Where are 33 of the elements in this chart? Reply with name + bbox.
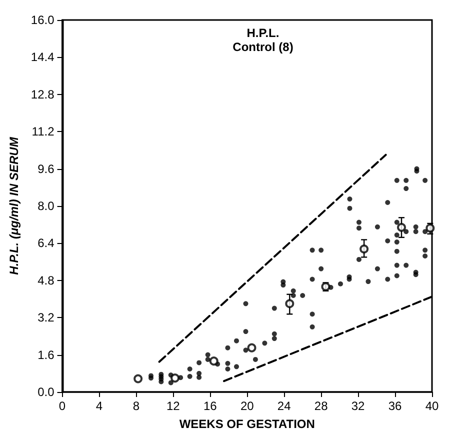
- x-tick-label: 40: [425, 399, 439, 413]
- y-axis-title: H.P.L. (μg/ml) IN SERUM: [7, 136, 21, 275]
- x-tick-label: 32: [351, 399, 366, 413]
- y-tick-label: 11.2: [32, 124, 55, 139]
- y-tick-label: 14.4: [30, 50, 55, 64]
- x-tick-label: 24: [277, 399, 292, 413]
- x-tick-label: 12: [166, 399, 180, 413]
- text: H.P.L.: [246, 26, 280, 40]
- y-tick-label: 6.4: [38, 236, 55, 250]
- y-tick-label: 0.0: [38, 385, 55, 399]
- y-tick-label: 4.8: [38, 273, 55, 288]
- x-tick-label: 0: [58, 399, 66, 413]
- y-tick-label: 3.2: [38, 310, 55, 325]
- y-tick-label: 1.6: [38, 348, 55, 362]
- y-tick-label: 12.8: [30, 87, 55, 102]
- x-tick-label: 4: [96, 399, 103, 413]
- y-tick-label: 8.0: [38, 199, 55, 213]
- x-tick-label: 16: [203, 399, 218, 413]
- point: [134, 374, 143, 384]
- y-tick-label: 16.0: [30, 13, 55, 27]
- x-tick-label: 36: [388, 399, 402, 413]
- point: [170, 374, 180, 383]
- text: Control (8): [232, 40, 294, 54]
- point: [209, 356, 218, 366]
- y-tick-label: 9.6: [38, 162, 55, 176]
- x-tick-label: 20: [240, 399, 254, 413]
- point: [360, 244, 369, 254]
- point: [397, 222, 406, 232]
- point: [285, 299, 294, 308]
- x-axis-title: WEEKS OF GESTATION: [179, 417, 315, 431]
- point: [247, 343, 256, 352]
- x-tick-label: 8: [132, 399, 140, 413]
- x-tick-label: 28: [314, 399, 328, 413]
